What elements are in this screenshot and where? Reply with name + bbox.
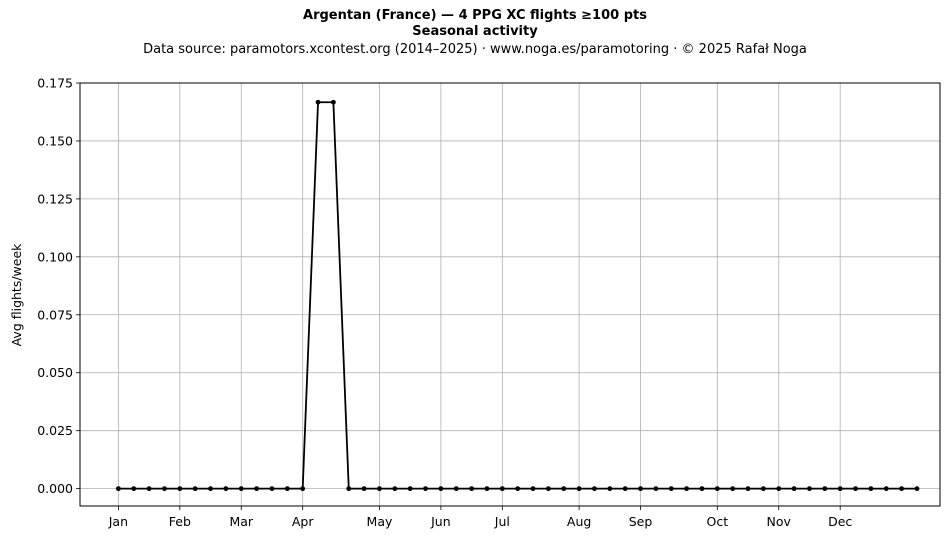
x-tick-label: Dec — [828, 514, 852, 529]
data-point — [853, 486, 858, 492]
data-point — [407, 486, 413, 492]
y-tick-label: 0.125 — [37, 191, 73, 206]
y-tick-label: 0.025 — [37, 423, 73, 438]
data-point — [223, 486, 229, 492]
data-point — [515, 486, 521, 492]
data-point — [269, 486, 275, 492]
ticks: Jan Feb Mar Apr May Jun Jul Aug Sep Oct Nov Dec 0.00… — [37, 76, 852, 530]
data-point — [561, 486, 567, 492]
data-point — [607, 486, 613, 492]
data-point — [530, 486, 536, 492]
y-tick-label: 0.000 — [37, 481, 73, 496]
data-point — [822, 486, 828, 492]
data-point — [499, 486, 505, 492]
x-tick-label: Jun — [430, 514, 451, 529]
chart-title-block: Argentan (France) — 4 PPG XC flights ≥10… — [0, 8, 950, 60]
data-point — [361, 486, 367, 492]
data-point — [745, 486, 751, 492]
data-point — [423, 486, 428, 492]
data-point — [300, 486, 306, 492]
data-point — [177, 486, 183, 492]
data-point — [192, 486, 198, 492]
x-tick-label: Jan — [108, 514, 128, 529]
chart-subtitle: Seasonal activity — [412, 24, 538, 39]
data-point — [469, 486, 475, 492]
data-point — [238, 486, 244, 492]
chart-source-note: Data source: paramotors.xcontest.org (20… — [143, 42, 807, 57]
data-point — [208, 486, 213, 492]
data-point — [668, 486, 674, 492]
axes-frame — [79, 82, 941, 507]
data-point — [592, 486, 597, 492]
data-point — [730, 486, 736, 492]
data-point — [791, 486, 797, 492]
y-tick-label: 0.175 — [37, 76, 73, 91]
data-point — [760, 486, 766, 492]
data-point — [377, 486, 382, 492]
x-tick-label: Apr — [292, 514, 314, 529]
data-point — [254, 486, 260, 492]
y-tick-label: 0.100 — [37, 249, 73, 264]
data-point — [484, 486, 490, 492]
data-point — [807, 486, 812, 492]
data-point — [453, 486, 459, 492]
data-point — [146, 486, 152, 492]
data-point — [776, 486, 782, 492]
chart-title: Argentan (France) — 4 PPG XC flights ≥10… — [303, 8, 647, 23]
data-point — [315, 99, 321, 105]
x-tick-label: Nov — [767, 514, 792, 529]
x-tick-label: May — [367, 514, 393, 529]
data-point — [868, 486, 874, 492]
data-point — [638, 486, 643, 492]
x-tick-label: Jul — [494, 514, 510, 529]
x-tick-label: Mar — [229, 514, 253, 529]
data-point — [837, 486, 843, 492]
data-point — [392, 486, 398, 492]
data-point — [284, 486, 290, 492]
data-point — [131, 486, 137, 492]
y-tick-label: 0.150 — [37, 133, 73, 148]
data-point — [899, 486, 905, 492]
data-point — [346, 486, 352, 492]
data-point — [545, 486, 551, 492]
grid — [80, 82, 940, 506]
data-point — [653, 486, 659, 492]
x-tick-label: Sep — [629, 514, 653, 529]
data-point — [883, 486, 889, 492]
data-point — [684, 486, 690, 492]
data-point — [914, 486, 920, 492]
x-tick-label: Aug — [567, 514, 591, 529]
data-point — [622, 486, 628, 492]
data-point — [330, 99, 336, 105]
y-tick-label: 0.050 — [37, 365, 73, 380]
data-point — [162, 486, 167, 492]
x-tick-label: Oct — [707, 514, 729, 529]
data-point — [576, 486, 582, 492]
data-point — [438, 486, 444, 492]
data-point — [115, 486, 121, 492]
y-axis-label: Avg flights/week — [9, 243, 24, 347]
data-point — [699, 486, 705, 492]
series-line-group — [115, 99, 920, 492]
y-tick-label: 0.075 — [37, 307, 73, 322]
x-tick-label: Feb — [169, 514, 191, 529]
data-point — [714, 486, 720, 492]
